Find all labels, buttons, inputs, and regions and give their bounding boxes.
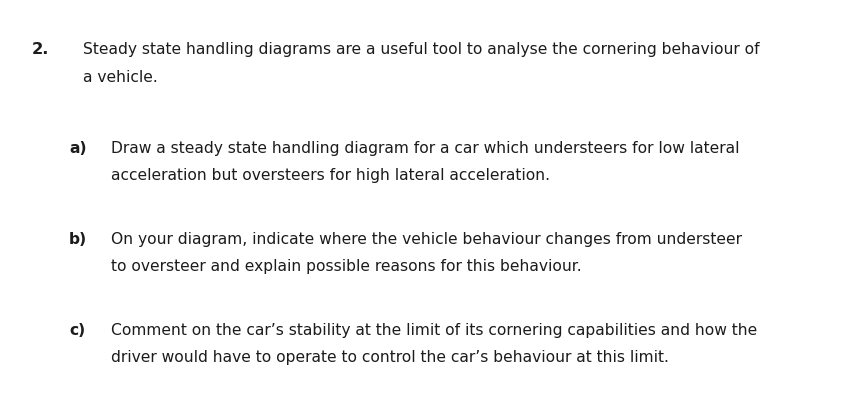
Text: Draw a steady state handling diagram for a car which understeers for low lateral: Draw a steady state handling diagram for… [111, 141, 739, 156]
Text: On your diagram, indicate where the vehicle behaviour changes from understeer: On your diagram, indicate where the vehi… [111, 232, 742, 247]
Text: b): b) [69, 232, 88, 247]
Text: Comment on the car’s stability at the limit of its cornering capabilities and ho: Comment on the car’s stability at the li… [111, 323, 757, 338]
Text: a vehicle.: a vehicle. [83, 70, 158, 85]
Text: 2.: 2. [32, 42, 50, 57]
Text: acceleration but oversteers for high lateral acceleration.: acceleration but oversteers for high lat… [111, 168, 549, 183]
Text: c): c) [69, 323, 85, 338]
Text: to oversteer and explain possible reasons for this behaviour.: to oversteer and explain possible reason… [111, 259, 582, 274]
Text: driver would have to operate to control the car’s behaviour at this limit.: driver would have to operate to control … [111, 350, 668, 365]
Text: Steady state handling diagrams are a useful tool to analyse the cornering behavi: Steady state handling diagrams are a use… [83, 42, 760, 57]
Text: a): a) [69, 141, 87, 156]
